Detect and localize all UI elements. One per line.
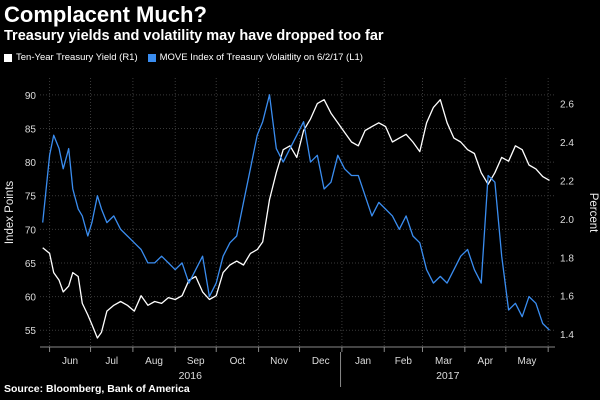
y-left-tick-label: 80 (25, 158, 37, 169)
x-month-label: Aug (145, 356, 163, 367)
x-month-label: Nov (270, 356, 288, 367)
x-month-label: Dec (312, 356, 330, 367)
legend-label-move: MOVE Index of Treasury Volaitlity on 6/2… (159, 52, 363, 63)
x-month-label: Jan (355, 356, 371, 367)
chart-subtitle: Treasury yields and volatility may have … (4, 28, 384, 44)
legend-swatch-move (147, 53, 156, 62)
legend-swatch-yield (4, 53, 12, 62)
grid (40, 78, 555, 347)
y-right-tick-label: 1.6 (560, 292, 574, 303)
x-month-label: Feb (395, 356, 413, 367)
legend-label-yield: Ten-Year Treasury Yield (R1) (16, 52, 138, 63)
y-right-tick-label: 1.4 (560, 330, 574, 341)
y-left-tick-label: 85 (25, 124, 37, 135)
y-left-tick-label: 90 (25, 91, 37, 102)
y-left-axis-title: Index Points (4, 181, 16, 245)
series-line-move-index (42, 94, 550, 331)
axes: 55 60 65 70 75 80 85 90 1.4 1.6 1.8 2.0 2.2 2.4 2.6 Jun… (4, 91, 599, 387)
series-group (42, 94, 550, 339)
y-right-tick-label: 2.0 (560, 215, 574, 226)
x-month-label: Jul (105, 356, 118, 367)
x-month-label: Jun (62, 356, 78, 367)
y-right-tick-label: 2.2 (560, 176, 574, 187)
legend: Ten-Year Treasury Yield (R1) MOVE Index … (4, 52, 373, 63)
y-right-tick-label: 2.6 (560, 100, 574, 111)
x-month-label: May (518, 356, 537, 367)
y-left-tick-label: 65 (25, 259, 37, 270)
source-note: Source: Bloomberg, Bank of America (4, 383, 190, 395)
x-month-label: Sep (187, 356, 205, 367)
x-month-label: Apr (478, 356, 494, 367)
x-month-label: Mar (435, 356, 453, 367)
x-month-label: Oct (230, 356, 246, 367)
year-label-2017: 2017 (436, 370, 460, 382)
series-line-treasury-yield (42, 99, 550, 339)
y-right-tick-label: 1.8 (560, 253, 574, 264)
y-left-tick-label: 75 (25, 192, 37, 203)
legend-item-move: MOVE Index of Treasury Volaitlity on 6/2… (147, 52, 363, 63)
y-right-tick-label: 2.4 (560, 138, 574, 149)
year-label-2016: 2016 (179, 370, 203, 382)
y-left-tick-label: 60 (25, 293, 37, 304)
legend-item-yield: Ten-Year Treasury Yield (R1) (4, 52, 138, 63)
y-right-axis-title: Percent (587, 193, 599, 233)
y-left-tick-label: 55 (25, 326, 37, 337)
y-left-tick-label: 70 (25, 225, 37, 236)
chart-title: Complacent Much? (4, 2, 207, 27)
